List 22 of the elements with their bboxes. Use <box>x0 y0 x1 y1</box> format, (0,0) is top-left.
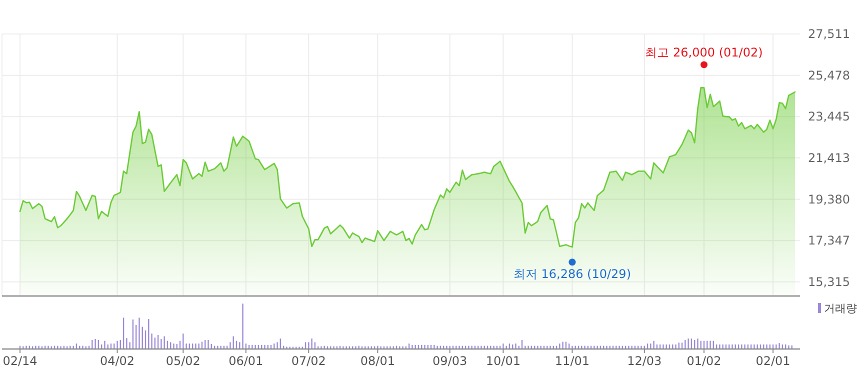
y-tick-label: 19,380 <box>808 192 850 206</box>
x-tick-label: 02/01 <box>756 354 790 368</box>
annotation: 최저 16,286 (10/29) <box>513 267 632 282</box>
y-tick-label: 15,315 <box>808 274 850 289</box>
y-tick-label: 21,413 <box>808 150 850 165</box>
legend-label: 거래량 <box>824 302 857 315</box>
x-tick-label: 09/03 <box>432 354 468 368</box>
x-tick-label: 08/01 <box>360 354 395 368</box>
x-tick-label: 10/01 <box>486 354 520 368</box>
x-tick-label: 05/02 <box>166 354 200 368</box>
x-tick-label: 12/03 <box>627 354 662 368</box>
y-tick-label: 17,347 <box>808 234 850 248</box>
y-tick-label: 27,511 <box>808 27 850 41</box>
x-tick-label: 07/02 <box>291 354 326 368</box>
y-tick-label: 23,445 <box>808 110 850 124</box>
x-tick-label: 01/02 <box>686 354 722 368</box>
x-tick-label: 11/01 <box>554 354 590 368</box>
x-tick-label: 04/02 <box>100 354 135 368</box>
annotation: 최고 26,000 (01/02) <box>645 46 763 60</box>
x-tick-label: 06/01 <box>228 354 264 368</box>
y-tick-label: 25,478 <box>808 68 850 82</box>
x-tick-label: 02/14 <box>2 354 38 368</box>
